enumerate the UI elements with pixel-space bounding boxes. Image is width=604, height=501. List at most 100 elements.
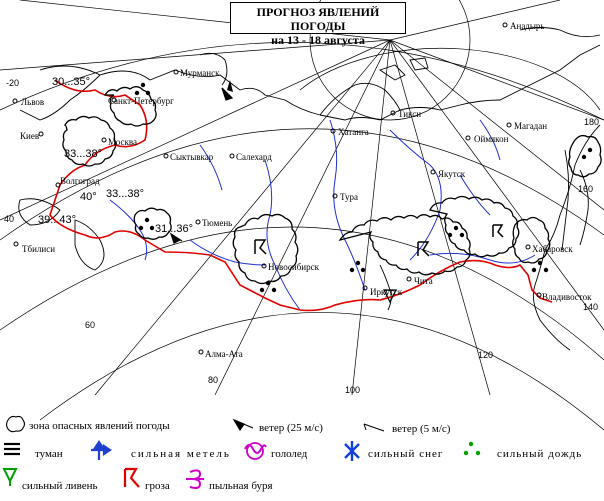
svg-text:Львов: Львов (21, 97, 44, 107)
shower-symbol-irkutsk (383, 289, 397, 304)
river-irtysh (189, 239, 266, 266)
coast-black-sea (18, 198, 61, 226)
svg-text:Мурманск: Мурманск (180, 68, 220, 78)
legend-ice-label: гололед (271, 448, 308, 460)
river-volga (109, 199, 148, 261)
svg-text:Магадан: Магадан (514, 121, 547, 131)
hazard-zone-east (338, 214, 471, 276)
thunder-symbol-chita (417, 241, 430, 257)
city-khabarovsk: Хабаровск (525, 244, 573, 254)
wind-flag-tyumen (169, 232, 183, 244)
river-aldan (459, 174, 491, 216)
coast-chukotka (519, 27, 601, 38)
city-yakutsk: Якутск (430, 169, 466, 179)
meridian-60 (94, 39, 391, 396)
legend-shower-icon (2, 468, 18, 486)
meridian-200 (389, 0, 561, 41)
city-tiksi: Тикси (390, 109, 421, 119)
latitude-arc-50 (0, 226, 604, 361)
hazard-zone-northwest (103, 86, 157, 127)
svg-text:Киев: Киев (20, 131, 39, 141)
city-markers: Мурманск Санкт-Петербург Львов Киев Моск… (12, 21, 592, 359)
title-line-1: ПРОГНОЗ ЯВЛЕНИЙ ПОГОДЫ (256, 5, 380, 33)
thunder-symbol-novosibirsk (254, 239, 267, 255)
meridian-100 (351, 39, 391, 396)
river-yenisei (329, 119, 366, 291)
city-moscow: Москва (101, 137, 137, 147)
svg-text:Новосибирск: Новосибирск (268, 262, 320, 272)
hazard-zone-novosibirsk (232, 213, 299, 285)
meridian-180 (389, 39, 604, 121)
rain-dots-south (138, 217, 155, 231)
river-lena (389, 129, 442, 261)
meridian-40 (0, 39, 391, 221)
thunder-symbol-east (492, 224, 504, 238)
svg-text:Салехард: Салехард (236, 152, 272, 162)
legend-snow-icon (344, 441, 360, 461)
svg-text:Санкт-Петербург: Санкт-Петербург (108, 96, 174, 106)
coast-scandinavia (19, 74, 101, 121)
legend-rain-icon (463, 441, 481, 456)
grid-labels: -20 40 60 80 100 120 140 160 180 (4, 78, 599, 395)
temperature-volgograd: 40° (80, 191, 97, 203)
grid-label-80: 80 (208, 375, 218, 385)
city-alma-ata: Алма-Ата (198, 349, 243, 359)
legend-fog-label: туман (35, 448, 63, 460)
legend-snowstorm-label: сильная метель (131, 448, 231, 460)
city-saint-petersburg: Санкт-Петербург (108, 96, 174, 106)
svg-text:Москва: Москва (108, 137, 137, 147)
latitude-arc-80 (299, 47, 601, 111)
temperature-center: 33...38° (64, 148, 102, 160)
legend-snow-label: сильный снег (368, 448, 443, 460)
city-syktyvkar: Сыктывкар (163, 152, 214, 162)
grid-label-minus20: -20 (6, 78, 19, 88)
coast-taimyr (319, 82, 401, 116)
meridian-140 (389, 39, 604, 331)
meridian-minus20 (0, 39, 391, 71)
city-kiev: Киев (20, 131, 44, 141)
rain-dots-khabarovsk (531, 260, 549, 273)
city-oymyakon: Оймякон (465, 134, 509, 144)
river-amur (429, 252, 536, 264)
legend-shower-label: сильный ливень (22, 480, 97, 492)
svg-text:Волгоград: Волгоград (60, 176, 100, 186)
legend-thunder-icon (123, 467, 140, 488)
legend-snowstorm-icon (91, 440, 112, 460)
rain-dots-east (447, 225, 465, 238)
svg-text:Алма-Ата: Алма-Ата (205, 349, 243, 359)
grid-label-100: 100 (345, 385, 360, 395)
legend-dust-icon (186, 469, 204, 489)
wind-flag-north (227, 80, 233, 92)
hazard-zones (62, 86, 602, 285)
svg-text:Чита: Чита (414, 276, 433, 286)
legend-fog-icon (4, 442, 20, 456)
coast-east-1 (579, 169, 589, 246)
hazard-zone-far-east (429, 195, 520, 258)
legend-wind-weak-label: ветер (5 м/с) (392, 423, 451, 435)
coast-sakhalin (561, 149, 570, 251)
grid-label-40: 40 (4, 214, 14, 224)
rain-dots-novosibirsk (259, 280, 277, 293)
russia-border (49, 79, 553, 312)
temperature-caucasus: 39...43° (38, 214, 76, 226)
grid-label-140: 140 (583, 302, 598, 312)
legend-icons (2, 415, 481, 489)
latitude-arc-60 (0, 128, 604, 241)
svg-text:Оймякон: Оймякон (474, 134, 509, 144)
grid-label-60: 60 (85, 320, 95, 330)
temperature-kazakhstan: 31...36° (155, 223, 193, 235)
title-line-2: на 13 - 18 августа (271, 33, 365, 47)
city-murmansk: Мурманск (173, 68, 220, 78)
river-ob (264, 159, 301, 311)
svg-text:Хатанга: Хатанга (338, 127, 369, 137)
map-title: ПРОГНОЗ ЯВЛЕНИЙ ПОГОДЫ на 13 - 18 август… (230, 2, 406, 47)
latitude-arc-40 (39, 312, 604, 431)
temperature-labels: 30...35° 33...38° 40° 33...38° 39...43° … (38, 76, 193, 235)
legend-thunder-label: гроза (145, 480, 170, 492)
coast-europe-north (39, 44, 601, 121)
svg-text:Хабаровск: Хабаровск (532, 244, 573, 254)
coastline (18, 27, 601, 351)
city-vladivostok: Владивосток (536, 292, 592, 302)
latitude-arc-70 (0, 42, 604, 121)
